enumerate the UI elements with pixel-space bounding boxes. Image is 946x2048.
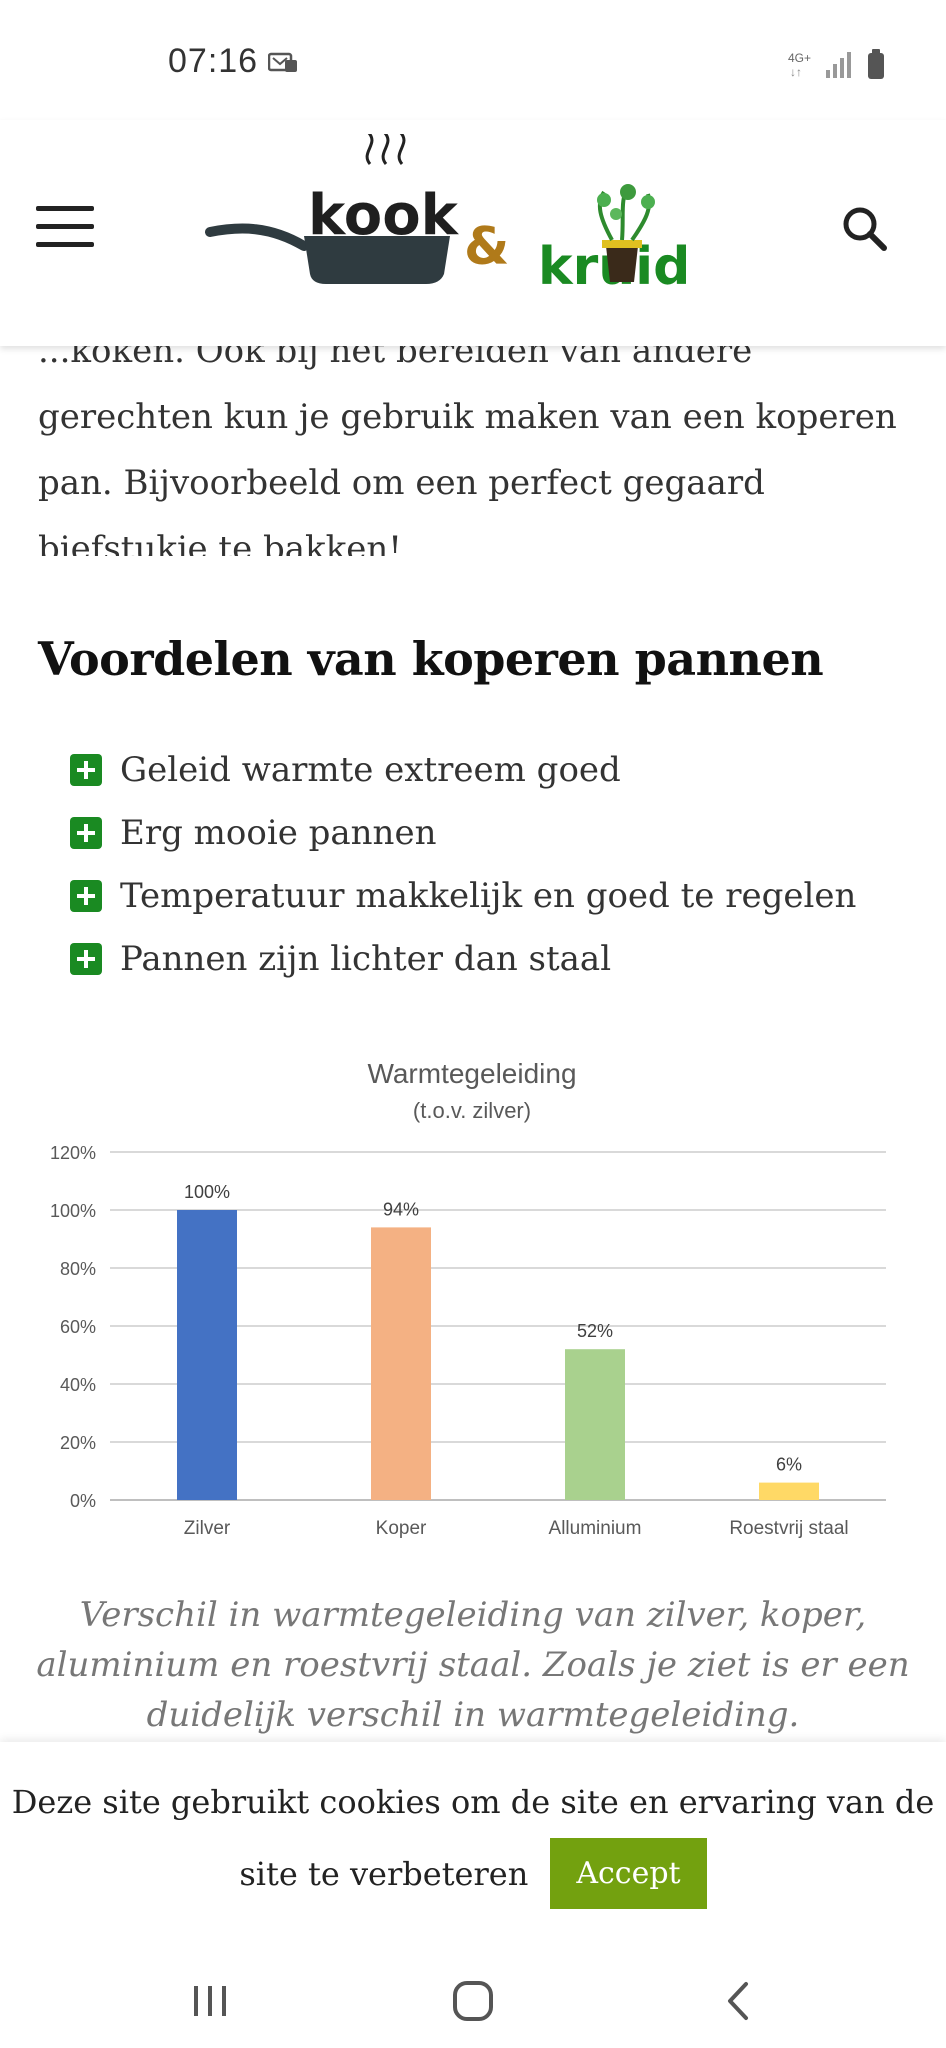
cookie-text-line2: site te verbeteren <box>239 1854 529 1893</box>
status-icons: 4G+ ↓↑ <box>786 48 896 80</box>
chart-x-tick-label: Roestvrij staal <box>729 1518 848 1539</box>
chart-title: Warmtegeleiding <box>367 1058 576 1089</box>
site-header: kook & kruid <box>0 120 946 346</box>
home-icon[interactable] <box>448 1976 498 2026</box>
chart-y-tick-label: 40% <box>60 1375 96 1395</box>
chart-caption: Verschil in warmtegeleiding van zilver, … <box>36 1595 910 1735</box>
search-icon[interactable] <box>838 202 892 256</box>
chart-x-tick-label: Zilver <box>184 1518 231 1539</box>
chart-data-label: 100% <box>184 1182 230 1202</box>
chart-bar <box>177 1210 237 1500</box>
cookie-row: site te verbeteren Accept <box>0 1838 946 1909</box>
list-item: Temperatuur makkelijk en goed te regelen <box>70 864 856 927</box>
chart-bar <box>371 1227 431 1500</box>
chart-y-tick-label: 60% <box>60 1317 96 1337</box>
back-icon[interactable] <box>714 1976 764 2026</box>
chart-grid <box>110 1151 886 1501</box>
status-bar: 07:16 4G+ ↓↑ <box>0 0 946 120</box>
benefit-text: Geleid warmte extreem goed <box>120 749 621 790</box>
plus-icon <box>70 942 102 975</box>
list-item: Pannen zijn lichter dan staal <box>70 927 856 990</box>
chart-data-label: 6% <box>776 1455 802 1475</box>
plus-icon <box>70 816 102 849</box>
chart-data-label: 52% <box>577 1321 613 1341</box>
chart-x-tick-label: Alluminium <box>549 1518 642 1539</box>
chart-image: Warmtegeleiding (t.o.v. zilver) 0% 20% 40%… <box>30 1040 910 1560</box>
logo-word-kook: kook <box>308 183 460 248</box>
site-logo[interactable]: kook & kruid <box>200 134 720 304</box>
cookie-text-line1: Deze site gebruikt cookies om de site en… <box>11 1783 935 1821</box>
menu-line <box>36 224 94 229</box>
cookie-banner: Deze site gebruikt cookies om de site en… <box>0 1742 946 1952</box>
benefit-text: Pannen zijn lichter dan staal <box>120 938 612 979</box>
menu-button[interactable] <box>36 206 94 248</box>
chart-y-ticks: 0% 20% 40% 60% 80% 100% 120% <box>50 1143 96 1511</box>
plus-icon <box>70 753 102 786</box>
notification-icon <box>268 52 297 72</box>
logo-ampersand: & <box>464 217 509 277</box>
menu-line <box>36 242 94 247</box>
chart-bars <box>177 1210 819 1500</box>
system-nav-bar <box>0 1952 946 2048</box>
chart-data-labels: 100% 94% 52% 6% <box>184 1182 802 1475</box>
plus-icon <box>70 879 102 912</box>
benefits-list: Geleid warmte extreem goed Erg mooie pan… <box>70 738 856 990</box>
chart-x-ticks: Zilver Koper Alluminium Roestvrij staal <box>184 1518 849 1539</box>
chart-y-tick-label: 80% <box>60 1259 96 1279</box>
status-time: 07:16 <box>168 42 259 80</box>
bar-chart: Warmtegeleiding (t.o.v. zilver) 0% 20% 40%… <box>50 1058 886 1539</box>
chart-subtitle: (t.o.v. zilver) <box>413 1098 531 1123</box>
signal-battery-icon: 4G+ ↓↑ <box>788 49 884 79</box>
chart-y-tick-label: 120% <box>50 1143 96 1163</box>
chart-data-label: 94% <box>383 1199 419 1219</box>
svg-text:↓↑: ↓↑ <box>790 65 802 79</box>
chart-x-tick-label: Koper <box>376 1518 427 1539</box>
section-heading: Voordelen van koperen pannen <box>38 632 824 686</box>
intro-paragraph: ...koken. Ook bij het bereiden van ander… <box>38 346 897 556</box>
chart-bar <box>759 1482 819 1500</box>
chart-bar <box>565 1349 625 1500</box>
list-item: Geleid warmte extreem goed <box>70 738 856 801</box>
benefit-text: Temperatuur makkelijk en goed te regelen <box>120 875 857 916</box>
benefit-text: Erg mooie pannen <box>120 812 437 853</box>
chart-y-tick-label: 0% <box>70 1491 96 1511</box>
accept-cookies-button[interactable]: Accept <box>550 1838 707 1909</box>
list-item: Erg mooie pannen <box>70 801 856 864</box>
recent-apps-icon[interactable] <box>186 1976 236 2026</box>
chart-y-tick-label: 20% <box>60 1433 96 1453</box>
menu-line <box>36 206 94 211</box>
chart-y-tick-label: 100% <box>50 1201 96 1221</box>
intro-paragraph-clip: ...koken. Ook bij het bereiden van ander… <box>38 346 908 556</box>
network-label: 4G+ <box>788 51 811 65</box>
